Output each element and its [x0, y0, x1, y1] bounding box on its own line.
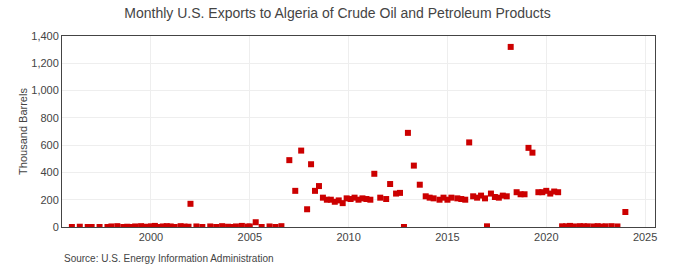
- svg-text:2000: 2000: [139, 231, 163, 243]
- svg-text:1,400: 1,400: [31, 30, 59, 42]
- svg-text:Source: U.S. Energy Informatio: Source: U.S. Energy Information Administ…: [64, 253, 274, 264]
- svg-text:200: 200: [40, 194, 58, 206]
- svg-text:600: 600: [40, 139, 58, 151]
- svg-text:800: 800: [40, 112, 58, 124]
- svg-text:2010: 2010: [336, 231, 360, 243]
- svg-text:0: 0: [53, 221, 59, 233]
- svg-text:2015: 2015: [435, 231, 459, 243]
- svg-text:1,000: 1,000: [31, 84, 59, 96]
- svg-text:Thousand Barrels: Thousand Barrels: [17, 88, 29, 175]
- svg-text:400: 400: [40, 166, 58, 178]
- svg-text:2025: 2025: [633, 231, 657, 243]
- svg-text:1,200: 1,200: [31, 57, 59, 69]
- svg-text:Monthly U.S. Exports to Algeri: Monthly U.S. Exports to Algeria of Crude…: [124, 5, 550, 21]
- svg-text:2020: 2020: [534, 231, 558, 243]
- svg-text:2005: 2005: [238, 231, 262, 243]
